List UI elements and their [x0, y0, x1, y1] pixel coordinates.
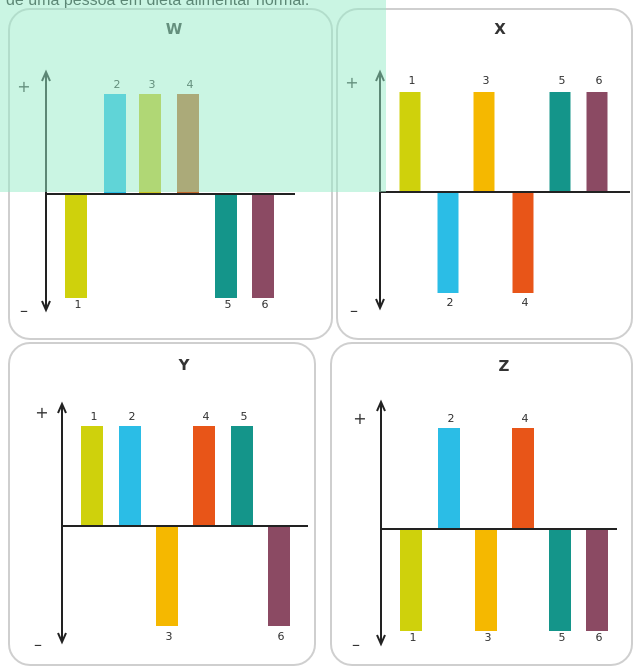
axis-arrow-up-icon [57, 401, 67, 414]
bar-label-x-2: 2 [447, 296, 454, 309]
chart-z: Z + – 1 2 3 4 5 6 [352, 357, 617, 654]
bar-label-y-6: 6 [278, 630, 285, 643]
chart-title-w: W [166, 20, 183, 38]
bar-y-4 [193, 426, 215, 526]
bar-label-w-4: 4 [187, 78, 194, 91]
bar-y-2 [119, 426, 141, 526]
axis-arrow-down-icon [57, 632, 67, 645]
bar-y-3 [156, 526, 178, 626]
bar-w-6 [252, 194, 274, 298]
bar-label-y-3: 3 [166, 630, 173, 643]
bar-label-y-5: 5 [241, 410, 248, 423]
minus-label-y: – [34, 635, 42, 654]
bar-z-5 [549, 529, 571, 631]
bar-label-w-6: 6 [262, 298, 269, 311]
bar-label-x-4: 4 [522, 296, 529, 309]
bar-label-y-4: 4 [203, 410, 210, 423]
bar-label-x-1: 1 [409, 74, 416, 87]
bar-label-w-1: 1 [75, 298, 82, 311]
bar-x-2 [437, 192, 459, 293]
bar-y-6 [268, 526, 290, 626]
minus-label-w: – [20, 301, 28, 320]
bar-label-w-2: 2 [114, 78, 121, 91]
bar-z-3 [475, 529, 497, 631]
bar-x-4 [512, 192, 534, 293]
bar-w-5 [215, 194, 237, 298]
axis-arrow-down-icon [41, 300, 51, 313]
axis-arrow-down-icon [375, 298, 385, 311]
plus-label-y: + [35, 403, 48, 422]
chart-y: Y + – 1 2 3 4 5 6 [34, 356, 308, 654]
bar-z-6 [586, 529, 608, 631]
bar-w-3 [139, 94, 161, 194]
panel-w: W + – 1 2 3 4 5 6 [8, 8, 333, 340]
chart-title-x: X [494, 20, 506, 38]
bar-label-x-6: 6 [596, 74, 603, 87]
bar-x-5 [549, 92, 571, 192]
bar-x-6 [586, 92, 608, 192]
bar-z-4 [512, 428, 534, 529]
bar-label-w-5: 5 [225, 298, 232, 311]
bar-w-2 [104, 94, 126, 194]
bar-w-1 [65, 194, 87, 298]
bar-label-x-5: 5 [559, 74, 566, 87]
bar-label-y-1: 1 [91, 410, 98, 423]
chart-w: W + – 1 2 3 4 5 6 [17, 20, 295, 320]
bar-label-z-3: 3 [485, 631, 492, 644]
axis-arrow-down-icon [376, 634, 386, 647]
plus-label-w: + [17, 77, 30, 96]
bar-z-2 [438, 428, 460, 529]
panel-y: Y + – 1 2 3 4 5 6 [8, 342, 316, 666]
axis-arrow-up-icon [376, 399, 386, 412]
bar-label-z-4: 4 [522, 412, 529, 425]
bar-label-z-6: 6 [596, 631, 603, 644]
bar-w-4 [177, 94, 199, 194]
plus-label-x: + [345, 73, 358, 92]
panel-x: X + – 1 2 3 4 5 6 [336, 8, 633, 340]
minus-label-z: – [352, 635, 360, 654]
bar-label-z-1: 1 [410, 631, 417, 644]
bar-y-5 [231, 426, 253, 526]
bar-label-x-3: 3 [483, 74, 490, 87]
bar-y-1 [81, 426, 103, 526]
chart-title-z: Z [499, 357, 510, 375]
chart-title-y: Y [178, 356, 191, 374]
bar-x-1 [399, 92, 421, 192]
bar-label-w-3: 3 [149, 78, 156, 91]
bar-x-3 [473, 92, 495, 192]
bar-z-1 [400, 529, 422, 631]
panel-z: Z + – 1 2 3 4 5 6 [330, 342, 633, 666]
minus-label-x: – [350, 301, 358, 320]
bar-label-y-2: 2 [129, 410, 136, 423]
bar-label-z-2: 2 [448, 412, 455, 425]
chart-x: X + – 1 2 3 4 5 6 [345, 20, 630, 320]
bar-label-z-5: 5 [559, 631, 566, 644]
plus-label-z: + [353, 409, 366, 428]
